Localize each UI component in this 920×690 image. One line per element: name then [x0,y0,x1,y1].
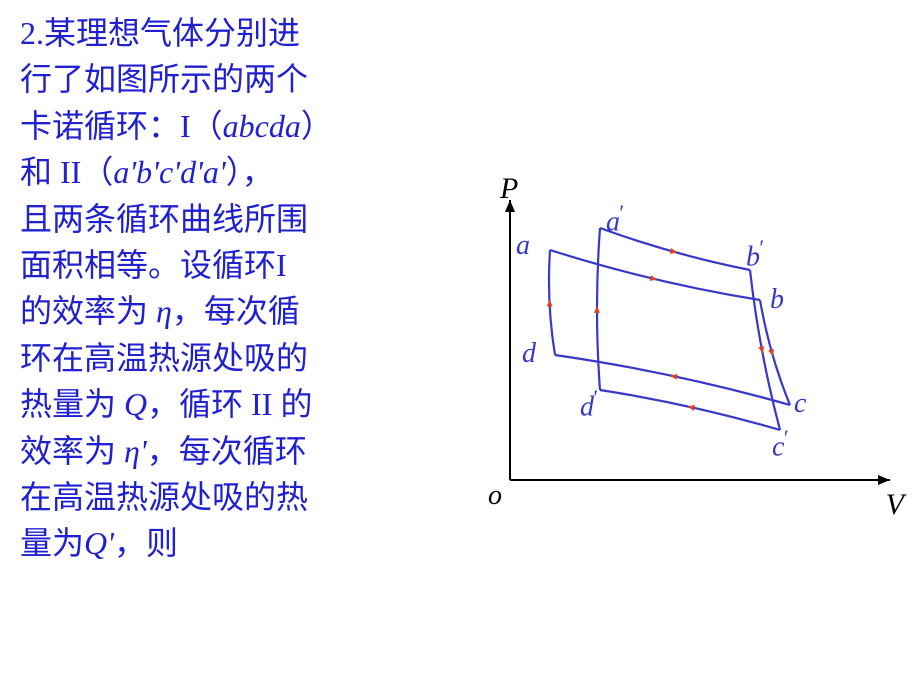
axis-label-v: V [886,488,904,522]
line7b: ，每次循 [172,293,300,329]
line7a: 的效率为 [20,293,156,329]
point-label-dp: d′ [580,385,597,423]
line10a: 效率为 [20,433,124,469]
point-label-cp: c′ [772,425,787,463]
line9b: ，循环 II 的 [147,386,312,422]
point-label-d: d [522,338,536,370]
line8: 环在高温热源处吸的 [20,340,308,376]
line12b: ，则 [114,525,178,561]
axis-label-o: o [488,480,502,512]
line2: 行了如图所示的两个 [20,61,308,97]
line3c: ） [301,108,333,144]
point-label-ap: a′ [606,200,623,238]
line11: 在高温热源处吸的热 [20,479,308,515]
line10b: ，每次循环 [147,433,307,469]
line3a: 卡诺循环：I（ [20,108,223,144]
pv-diagram: P V o abcda′b′c′d′ [450,180,910,540]
line10-eta: η' [124,433,147,469]
line3b: abcda [223,108,301,144]
line9a: 热量为 [20,386,124,422]
line5: 且两条循环曲线所围 [20,201,308,237]
point-label-a: a [516,230,530,262]
line7-eta: η [156,293,172,329]
point-label-bp: b′ [746,235,763,273]
line6: 面积相等。设循环I [20,247,287,283]
line12a: 量为 [20,525,84,561]
line1: 2.某理想气体分别进 [20,15,300,51]
line9-q: Q [124,386,147,422]
point-label-b: b [770,284,784,316]
line4b: a'b'c'd'a' [113,154,225,190]
point-label-c: c [794,388,806,420]
line4c: ）， [226,154,274,190]
line4a: 和 II（ [20,154,113,190]
line12-q: Q' [84,525,114,561]
problem-text: 2.某理想气体分别进 行了如图所示的两个 卡诺循环：I（abcda） 和 II（… [20,10,440,567]
axis-label-p: P [500,172,518,206]
